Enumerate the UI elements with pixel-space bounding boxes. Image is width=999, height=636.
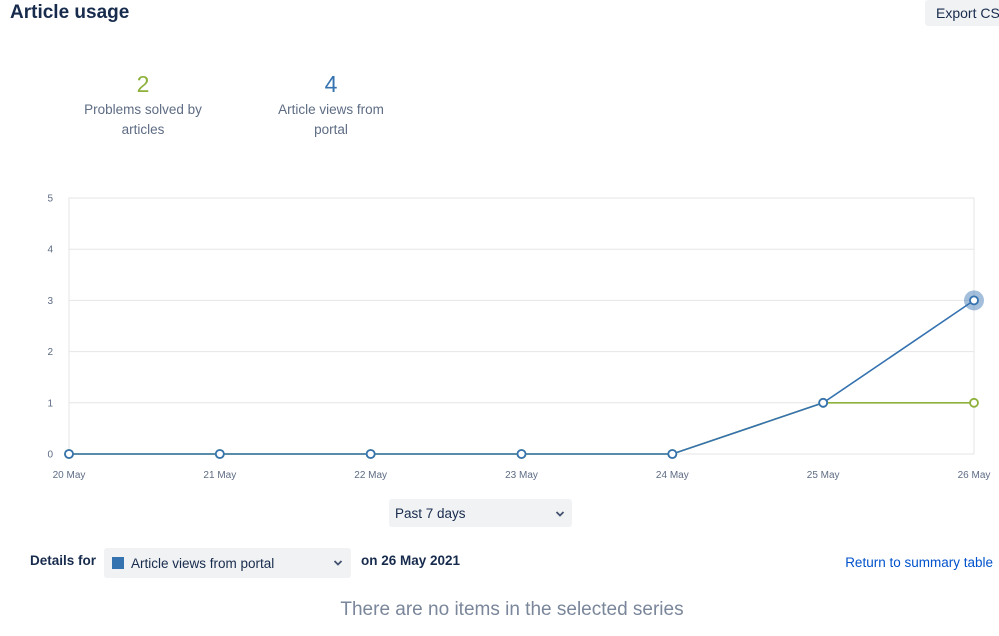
x-tick-label: 22 May: [354, 470, 387, 481]
details-for-label: Details for: [30, 553, 97, 568]
y-tick-label: 4: [47, 245, 53, 256]
series-select[interactable]: Article views from portal: [104, 548, 351, 578]
date-range-value: Past 7 days: [395, 506, 466, 521]
stat-label-line: articles: [121, 122, 165, 137]
empty-series-message: There are no items in the selected serie…: [340, 599, 684, 620]
x-tick-label: 26 May: [958, 470, 991, 481]
stat-article-views-label: Article views from portal: [262, 100, 400, 140]
series-line: [69, 401, 974, 455]
export-csv-button[interactable]: Export CSV: [925, 0, 999, 26]
chevron-down-icon: [333, 548, 343, 591]
series-select-value: Article views from portal: [131, 556, 275, 571]
y-tick-label: 1: [47, 398, 53, 409]
chevron-down-icon: [555, 499, 565, 542]
x-tick-label: 21 May: [203, 470, 236, 481]
data-point: [365, 449, 376, 459]
data-point: [516, 449, 527, 459]
y-tick-label: 5: [47, 194, 53, 205]
series-line: [69, 299, 975, 455]
x-tick-label: 23 May: [505, 470, 538, 481]
stat-problems-solved-value: 2: [136, 71, 150, 97]
data-point: [969, 295, 979, 306]
line-chart: 0 1 2 3 4 5 20 May 21 May 22 May 23 May 24 May 25 M…: [47, 194, 991, 482]
data-point: [969, 397, 979, 408]
data-point: [818, 397, 829, 408]
stat-article-views-value: 4: [324, 71, 338, 97]
stat-label-line: portal: [314, 122, 348, 137]
details-date: on 26 May 2021: [361, 553, 461, 568]
stat-problems-solved-label: Problems solved by articles: [73, 100, 213, 140]
date-range-select[interactable]: Past 7 days: [389, 499, 572, 527]
y-tick-label: 2: [47, 347, 53, 358]
data-point: [667, 449, 678, 459]
series-color-swatch: [112, 557, 124, 569]
x-tick-label: 25 May: [807, 470, 840, 481]
x-tick-label: 24 May: [656, 470, 689, 481]
stat-article-views: 4 Article views from portal: [262, 70, 400, 140]
data-point: [214, 449, 225, 459]
return-to-summary-link[interactable]: Return to summary table: [845, 555, 993, 570]
y-tick-label: 3: [47, 296, 53, 307]
stat-label-line: Article views from: [278, 102, 384, 117]
plot-frame: [68, 197, 975, 455]
stat-label-line: Problems solved by: [84, 102, 202, 117]
stat-problems-solved: 2 Problems solved by articles: [73, 70, 213, 140]
y-tick-label: 0: [47, 450, 53, 461]
page-title: Article usage: [10, 2, 130, 23]
data-point: [64, 449, 74, 459]
x-tick-label: 20 May: [53, 470, 86, 481]
